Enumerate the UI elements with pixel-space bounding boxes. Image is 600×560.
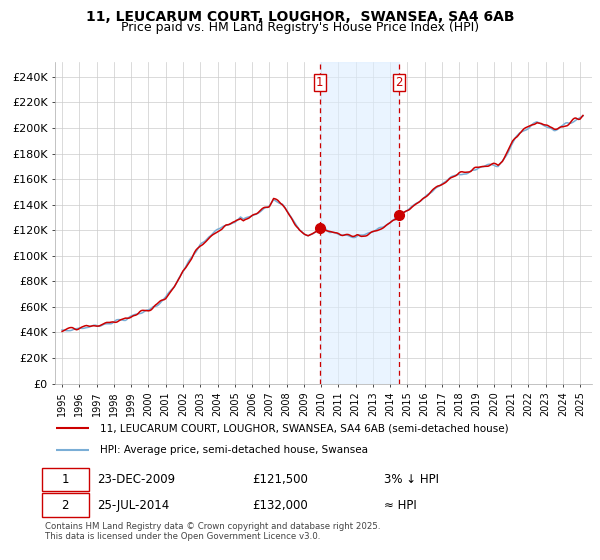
Text: ≈ HPI: ≈ HPI [383,498,416,512]
Text: Price paid vs. HM Land Registry's House Price Index (HPI): Price paid vs. HM Land Registry's House … [121,21,479,34]
Text: 11, LEUCARUM COURT, LOUGHOR,  SWANSEA, SA4 6AB: 11, LEUCARUM COURT, LOUGHOR, SWANSEA, SA… [86,10,514,24]
FancyBboxPatch shape [42,468,89,491]
Text: 11, LEUCARUM COURT, LOUGHOR, SWANSEA, SA4 6AB (semi-detached house): 11, LEUCARUM COURT, LOUGHOR, SWANSEA, SA… [100,423,508,433]
Text: 2: 2 [395,76,403,89]
Text: £132,000: £132,000 [253,498,308,512]
Text: 3% ↓ HPI: 3% ↓ HPI [383,473,439,486]
Text: 25-JUL-2014: 25-JUL-2014 [97,498,169,512]
Bar [320,62,399,384]
Text: Contains HM Land Registry data © Crown copyright and database right 2025.
This d: Contains HM Land Registry data © Crown c… [45,522,380,542]
Text: 23-DEC-2009: 23-DEC-2009 [97,473,175,486]
FancyBboxPatch shape [42,493,89,517]
Text: 1: 1 [61,473,69,486]
Text: 2: 2 [61,498,69,512]
Text: 1: 1 [316,76,323,89]
Text: HPI: Average price, semi-detached house, Swansea: HPI: Average price, semi-detached house,… [100,445,368,455]
Text: £121,500: £121,500 [253,473,308,486]
